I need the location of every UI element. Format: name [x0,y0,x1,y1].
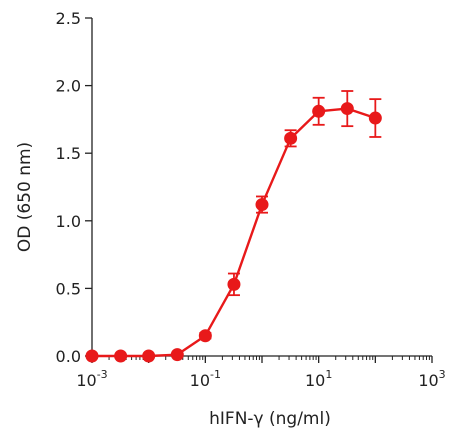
x-tick-exponent: 3 [439,368,446,381]
y-axis-ticks: 0.0 0.5 1.0 1.5 2.0 2.5 [56,9,92,366]
data-point [284,131,298,145]
data-point [142,349,156,363]
data-point [255,198,269,212]
x-tick-exponent: 1 [325,368,332,381]
y-tick-label: 2.0 [56,77,81,96]
x-axis-title: hIFN-γ (ng/ml) [209,409,331,429]
series-layer [85,90,382,363]
data-point [170,348,184,362]
x-tick-base: 10 [305,371,325,390]
x-tick-label: 103 [418,368,445,390]
x-tick-base: 10 [418,371,438,390]
data-point [368,111,382,125]
data-point [114,349,128,363]
y-tick-label: 0.0 [56,347,81,366]
x-tick-exponent: -1 [210,368,221,381]
x-tick-label: 10-1 [190,368,221,390]
series-line [92,107,376,358]
data-point [312,104,326,118]
x-tick-base: 10 [190,371,210,390]
x-tick-label: 101 [305,368,332,390]
y-tick-label: 1.0 [56,212,81,231]
y-tick-label: 1.5 [56,144,81,163]
data-point [340,102,354,116]
data-point [227,277,241,291]
y-axis-title: OD (650 nm) [15,142,35,252]
x-tick-base: 10 [76,371,96,390]
data-point [198,329,212,343]
x-axis-ticks: 10-3 10-1 101 103 [76,356,446,390]
x-tick-label: 10-3 [76,368,107,390]
data-point [85,349,99,363]
y-tick-label: 2.5 [56,9,81,28]
x-tick-exponent: -3 [97,368,108,381]
y-tick-label: 0.5 [56,279,81,298]
axes [91,18,432,357]
